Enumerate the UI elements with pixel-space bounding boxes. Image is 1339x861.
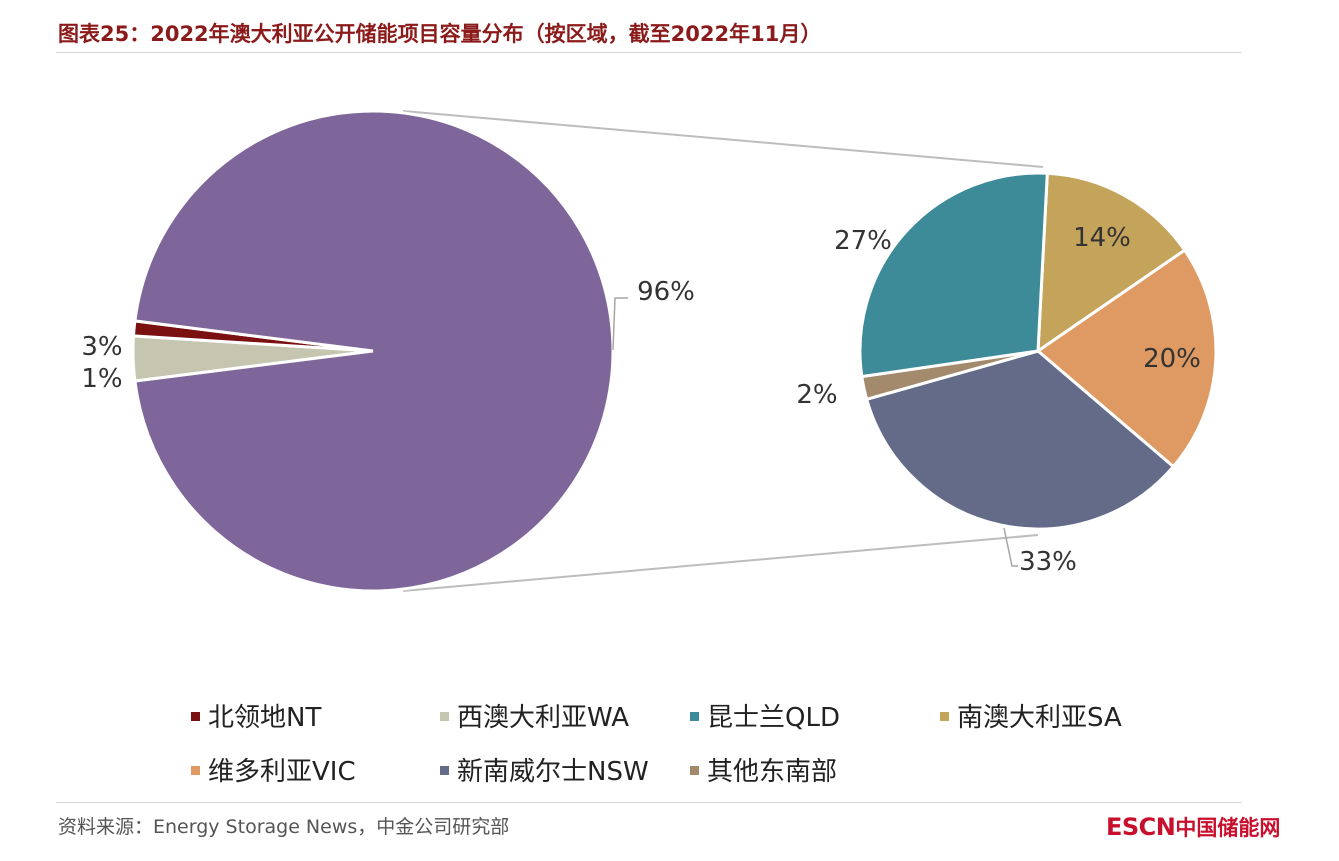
legend-item-qld: 昆士兰QLD bbox=[690, 703, 840, 733]
slice-sec-vic bbox=[1035, 248, 1218, 469]
legend-label: 西澳大利亚WA bbox=[457, 703, 629, 733]
legend-swatch bbox=[690, 712, 699, 721]
legend-label: 其他东南部 bbox=[707, 757, 837, 787]
leader-line-main-other bbox=[612, 297, 628, 351]
slice-sec-qld bbox=[858, 171, 1049, 379]
legend-label: 北领地NT bbox=[208, 703, 321, 733]
legend-swatch bbox=[191, 766, 200, 775]
connector-line-bottom bbox=[402, 534, 1039, 592]
legend-label: 新南威尔士NSW bbox=[457, 757, 649, 787]
slice-sec-sa bbox=[1036, 171, 1187, 354]
legend: 北领地NT 西澳大利亚WA 昆士兰QLD 南澳大利亚SA 维多利亚VIC 新南威尔士NSW… bbox=[191, 703, 1122, 787]
legend-swatch bbox=[940, 712, 949, 721]
logo-en: ESCN bbox=[1106, 813, 1176, 841]
legend-item-vic: 维多利亚VIC bbox=[191, 757, 356, 787]
logo-zh: 中国储能网 bbox=[1175, 816, 1281, 840]
legend-item-sa: 南澳大利亚SA bbox=[940, 703, 1122, 733]
connector-lines bbox=[402, 110, 1044, 592]
data-label-sec-sa: 14% bbox=[1073, 223, 1131, 253]
legend-swatch bbox=[690, 766, 699, 775]
main-pie bbox=[131, 109, 615, 593]
legend-swatch bbox=[191, 712, 200, 721]
legend-label: 维多利亚VIC bbox=[208, 757, 356, 787]
legend-item-wa: 西澳大利亚WA bbox=[440, 703, 629, 733]
legend-swatch bbox=[440, 766, 449, 775]
secondary-pie bbox=[858, 171, 1218, 531]
slice-main-other bbox=[133, 109, 615, 593]
data-label-sec-qld: 27% bbox=[834, 226, 892, 256]
source-note: 资料来源：Energy Storage News，中金公司研究部 bbox=[58, 816, 510, 838]
data-label-wa: 3% bbox=[81, 332, 122, 362]
connector-line-top bbox=[402, 110, 1044, 168]
figure-title: 图表25：2022年澳大利亚公开储能项目容量分布（按区域，截至2022年11月） bbox=[58, 22, 822, 46]
legend-item-nt: 北领地NT bbox=[191, 703, 321, 733]
legend-item-nsw: 新南威尔士NSW bbox=[440, 757, 649, 787]
leader-line-nsw bbox=[1003, 527, 1018, 567]
data-label-nt: 1% bbox=[81, 364, 122, 394]
legend-swatch bbox=[440, 712, 449, 721]
slice-sec-nsw bbox=[864, 349, 1176, 531]
legend-label: 南澳大利亚SA bbox=[957, 703, 1122, 733]
data-label-sec-nsw: 33% bbox=[1019, 547, 1077, 577]
data-labels: 96% 3%1% 14% 20% 33% 2% 27% bbox=[81, 223, 1201, 577]
data-label-sec-vic: 20% bbox=[1143, 344, 1201, 374]
data-label-main-other: 96% bbox=[637, 277, 695, 307]
escn-logo: ESCN中国储能网 bbox=[1106, 812, 1280, 842]
legend-label: 昆士兰QLD bbox=[707, 703, 840, 733]
title-rule bbox=[56, 52, 1242, 53]
data-label-sec-other: 2% bbox=[796, 380, 837, 410]
legend-item-other: 其他东南部 bbox=[690, 757, 837, 787]
footer-rule bbox=[56, 802, 1242, 803]
